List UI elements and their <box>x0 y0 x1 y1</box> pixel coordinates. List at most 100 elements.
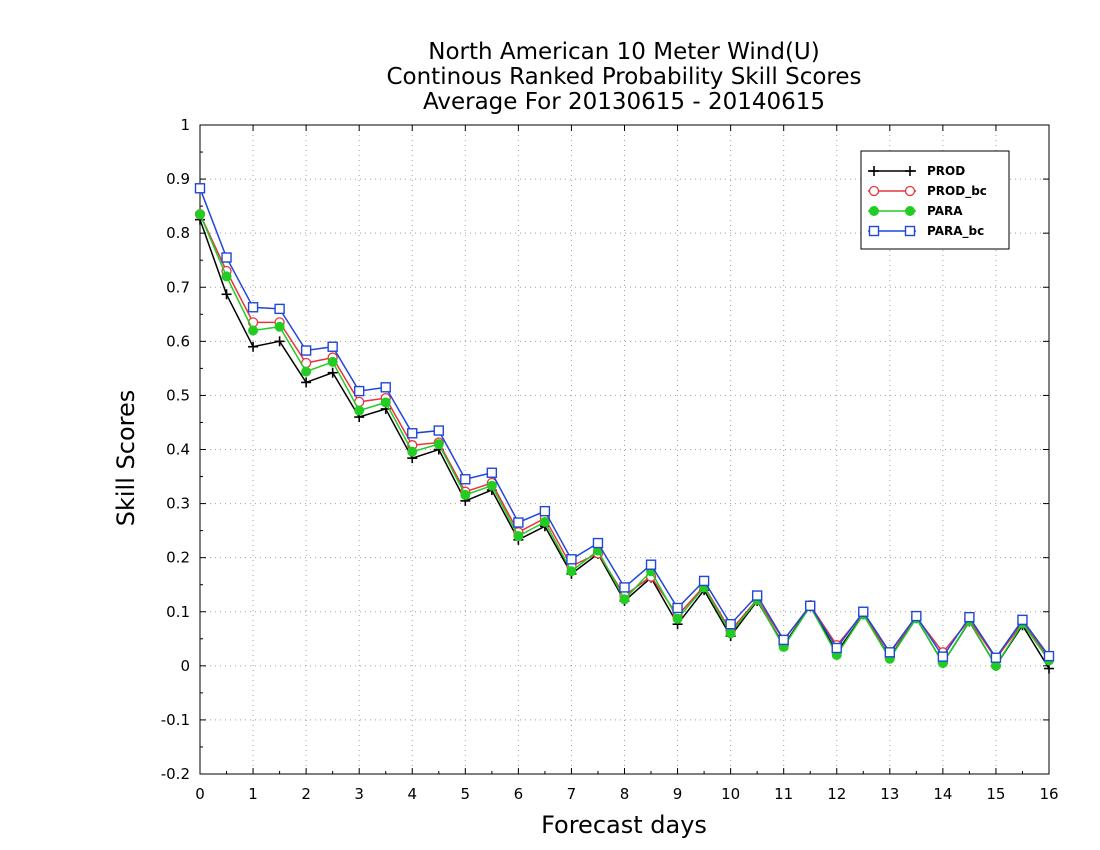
y-tick-label: 1 <box>180 116 190 134</box>
legend-marker <box>904 225 916 237</box>
data-point-para <box>486 480 497 491</box>
data-point-para <box>248 325 259 336</box>
legend-item-prod-bc: PROD_bc <box>868 184 987 199</box>
legend-marker <box>868 185 880 197</box>
series-layer <box>194 183 1055 674</box>
legend: PROD PROD_bc PARA PARA_bc <box>860 150 1010 250</box>
data-point-para-bc <box>433 425 444 436</box>
data-point-para-bc <box>486 467 498 478</box>
data-point-para <box>513 531 524 542</box>
data-point-para <box>539 516 550 527</box>
y-tick-label: 0.9 <box>166 170 190 188</box>
legend-marker <box>868 225 880 237</box>
x-tick-label: 1 <box>248 785 258 803</box>
data-point-para-bc <box>672 602 683 614</box>
x-tick-label: 11 <box>774 785 793 803</box>
data-point-para-bc <box>221 252 232 263</box>
x-tick-label: 2 <box>301 785 311 803</box>
legend-marker <box>905 206 915 216</box>
data-point-para-bc <box>831 642 842 654</box>
x-axis-title: Forecast days <box>541 811 707 839</box>
y-tick-label: 0.4 <box>166 441 190 459</box>
x-tick-label: 0 <box>195 785 205 803</box>
data-point-para-bc <box>380 382 391 393</box>
data-point-para <box>221 271 232 282</box>
x-tick-label: 6 <box>514 785 524 803</box>
title-line-1: North American 10 Meter Wind(U) <box>428 39 820 65</box>
data-point-para-bc <box>1043 650 1055 662</box>
y-tick-label: 0.5 <box>166 386 190 404</box>
y-axis: -0.2 -0.1 0 0.1 0.2 0.3 0.4 0.5 0.6 0.7 0.8 0.9 1 <box>161 116 1049 783</box>
x-tick-label: 7 <box>567 785 577 803</box>
data-point-para-bc <box>964 611 975 623</box>
data-point-para-bc <box>592 537 604 549</box>
x-tick-label: 12 <box>827 785 846 803</box>
data-point-para-bc <box>698 575 710 587</box>
legend-item-para-bc: PARA_bc <box>868 224 984 239</box>
data-point-para <box>725 628 736 639</box>
title-line-3: Average For 20130615 - 20140615 <box>423 89 825 115</box>
legend-label: PROD <box>927 164 965 178</box>
title-line-2: Continous Ranked Probability Skill Score… <box>386 64 861 90</box>
data-point-para <box>354 405 365 416</box>
data-point-prod <box>301 377 312 388</box>
y-axis-title: Skill Scores <box>112 390 140 527</box>
data-point-para <box>619 594 630 605</box>
x-tick-label: 13 <box>880 785 899 803</box>
legend-marker <box>869 206 879 216</box>
legend-label: PARA_bc <box>927 224 984 239</box>
x-tick-label: 14 <box>933 785 952 803</box>
data-point-para-bc <box>805 600 816 612</box>
x-tick-label: 10 <box>721 785 740 803</box>
legend-label: PROD_bc <box>927 184 987 199</box>
legend-marker <box>905 166 915 176</box>
data-point-para <box>433 439 444 450</box>
x-tick-label: 8 <box>620 785 630 803</box>
data-point-para-bc <box>1017 614 1028 626</box>
data-point-para-bc <box>460 474 471 485</box>
data-point-para-bc <box>858 606 869 617</box>
data-point-para-bc <box>884 647 896 658</box>
data-point-para-bc <box>725 618 736 630</box>
data-point-para-bc <box>566 554 577 565</box>
data-point-para-bc <box>990 652 1002 663</box>
series-prod <box>195 214 1054 674</box>
y-tick-label: -0.2 <box>161 765 190 783</box>
y-tick-label: -0.1 <box>161 711 190 729</box>
legend-item-para: PARA <box>868 204 963 218</box>
legend-item-prod: PROD <box>868 164 965 178</box>
chart-title: North American 10 Meter Wind(U) Continou… <box>386 39 861 115</box>
data-point-prod <box>248 341 259 352</box>
series-para-bc <box>194 183 1055 663</box>
data-point-para-bc <box>513 517 524 528</box>
y-tick-label: 0.8 <box>166 224 190 242</box>
data-point-para-bc <box>619 582 630 593</box>
data-point-para <box>407 446 418 457</box>
y-tick-label: 0.1 <box>166 603 190 621</box>
data-point-prod <box>327 367 338 378</box>
data-point-para <box>301 366 312 377</box>
data-point-prod <box>274 336 285 347</box>
x-tick-label: 5 <box>461 785 471 803</box>
data-point-para-bc <box>353 385 365 397</box>
data-point-para <box>672 613 683 624</box>
x-tick-label: 3 <box>354 785 364 803</box>
data-point-para-bc <box>407 428 418 439</box>
x-tick-label: 4 <box>407 785 417 803</box>
x-tick-label: 15 <box>986 785 1005 803</box>
data-point-para <box>327 356 338 367</box>
data-point-para-bc <box>645 559 657 570</box>
legend-label: PARA <box>927 204 963 218</box>
data-point-para <box>274 321 285 332</box>
legend-marker <box>869 166 879 176</box>
legend-box <box>860 150 1010 250</box>
data-point-para-bc <box>247 302 259 313</box>
data-point-para-bc <box>327 341 338 352</box>
data-point-para-bc <box>194 183 206 194</box>
y-tick-label: 0.2 <box>166 549 190 567</box>
data-point-para <box>195 209 205 220</box>
data-point-para-bc <box>300 345 312 356</box>
data-point-para-bc <box>274 303 285 315</box>
y-tick-label: 0.3 <box>166 495 190 513</box>
